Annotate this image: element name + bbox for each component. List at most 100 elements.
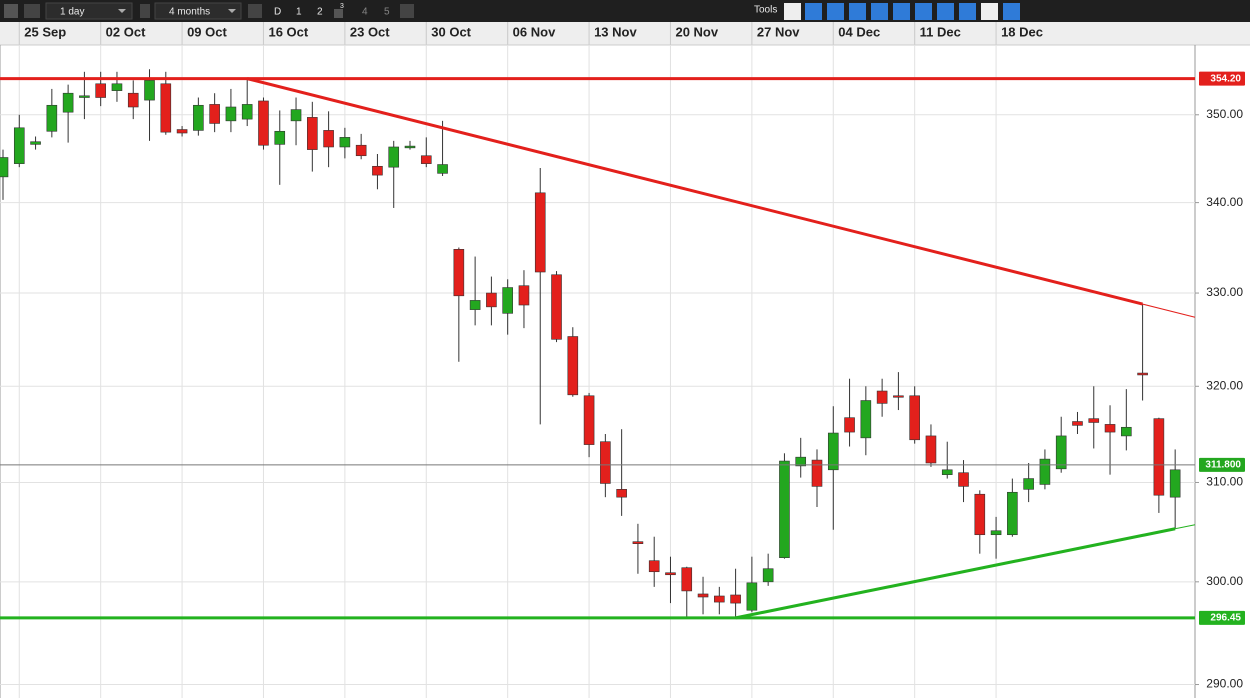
candle-body xyxy=(534,192,546,273)
tool[interactable] xyxy=(981,3,998,20)
candle-body xyxy=(779,460,790,558)
tool[interactable] xyxy=(827,3,844,20)
candle-body xyxy=(453,249,465,297)
candle-body xyxy=(567,336,579,396)
trend-line xyxy=(735,527,1176,620)
tool[interactable] xyxy=(871,3,888,20)
candle-body xyxy=(307,117,318,150)
tools-label: Tools xyxy=(754,5,777,16)
lock-icon[interactable] xyxy=(140,4,150,18)
range: 4 months xyxy=(169,7,210,18)
level-label: 354.20 xyxy=(1210,73,1241,84)
candle-body xyxy=(811,459,823,487)
tool[interactable] xyxy=(915,3,932,20)
level-label-box xyxy=(1199,457,1245,472)
candle-body xyxy=(958,472,969,487)
tool[interactable] xyxy=(805,3,822,20)
tool[interactable] xyxy=(849,3,866,20)
button-icon[interactable] xyxy=(334,9,343,18)
tool[interactable] xyxy=(937,3,954,20)
trend-line xyxy=(246,77,1143,306)
candle-body xyxy=(1023,478,1034,490)
menu-icon[interactable] xyxy=(4,4,18,18)
candle-body xyxy=(518,285,530,306)
candle-body xyxy=(893,395,904,398)
candle-body xyxy=(372,165,383,176)
candle-body xyxy=(762,568,774,583)
candle-body xyxy=(241,104,253,120)
candle-body xyxy=(486,292,497,308)
candle-body xyxy=(209,104,220,124)
candle-body xyxy=(746,582,758,611)
x-tick-label: 02 Oct xyxy=(106,24,146,39)
y-tick-label: 350.00 xyxy=(1206,107,1243,121)
candle-body xyxy=(583,395,595,445)
calendar-icon[interactable] xyxy=(248,4,262,18)
button[interactable]: 1 xyxy=(296,7,302,18)
interval-select[interactable] xyxy=(45,2,133,20)
candle-body xyxy=(697,593,709,598)
x-tick-label: 16 Oct xyxy=(268,24,308,39)
x-tick-label: 25 Sep xyxy=(24,24,66,39)
button[interactable]: D xyxy=(274,7,281,18)
dropdown-arrow xyxy=(118,9,126,13)
candle-body xyxy=(274,130,286,145)
candle-body xyxy=(714,595,725,603)
gear-icon[interactable] xyxy=(400,4,414,18)
candle-body xyxy=(0,157,9,178)
y-tick-label: 320.00 xyxy=(1206,378,1243,392)
button[interactable]: 5 xyxy=(384,7,390,18)
level-label-box xyxy=(1199,71,1245,86)
candle-body xyxy=(1137,372,1148,376)
tool-icons xyxy=(784,3,1020,20)
button[interactable]: 3 xyxy=(340,3,344,10)
level-label-box xyxy=(1199,610,1245,625)
y-tick-label: 300.00 xyxy=(1206,574,1243,588)
candle-body xyxy=(1104,424,1116,433)
settings-icon[interactable] xyxy=(24,4,40,18)
x-tick-label: 09 Oct xyxy=(187,24,227,39)
candle-body xyxy=(355,144,367,157)
candle-body xyxy=(665,572,676,576)
tool[interactable] xyxy=(784,3,801,20)
button[interactable]: 2 xyxy=(317,7,323,18)
candle-body xyxy=(176,129,188,134)
candle-body xyxy=(1055,435,1067,470)
candle-body xyxy=(323,130,334,148)
x-tick-label: 20 Nov xyxy=(675,24,718,39)
candle-body xyxy=(1007,491,1018,536)
button[interactable]: 4 xyxy=(362,7,368,18)
candle-body xyxy=(1088,418,1100,423)
candle-body xyxy=(127,92,139,108)
candle-body xyxy=(437,164,448,174)
candle-body xyxy=(388,146,400,168)
y-tick-label: 290.00 xyxy=(1206,677,1243,691)
candle-body xyxy=(551,274,562,340)
tool[interactable] xyxy=(959,3,976,20)
candle-body xyxy=(941,469,953,475)
candle-body xyxy=(632,541,644,544)
tool[interactable] xyxy=(893,3,910,20)
candle-body xyxy=(111,83,123,91)
candle-body xyxy=(1153,418,1165,496)
candle-body xyxy=(1072,421,1083,426)
x-tick-label: 11 Dec xyxy=(920,24,961,39)
candle-body xyxy=(225,106,237,122)
y-tick-label: 340.00 xyxy=(1206,195,1243,209)
x-tick-label: 30 Oct xyxy=(431,24,471,39)
candle-body xyxy=(339,137,351,148)
candle-body xyxy=(827,432,839,471)
candle-body xyxy=(860,400,872,439)
x-tick-label: 27 Nov xyxy=(757,24,800,39)
tool[interactable] xyxy=(1003,3,1020,20)
candle-body xyxy=(844,417,855,433)
candle-body xyxy=(681,567,693,592)
candle-body xyxy=(30,141,41,145)
candle-body xyxy=(46,104,58,132)
candle-body xyxy=(160,83,172,133)
y-tick-label: 310.00 xyxy=(1206,475,1243,489)
x-tick-label: 23 Oct xyxy=(350,24,390,39)
x-tick-label: 13 Nov xyxy=(594,24,637,39)
range-select[interactable] xyxy=(154,2,242,20)
candle-body xyxy=(1039,458,1051,485)
